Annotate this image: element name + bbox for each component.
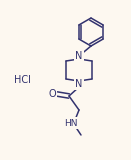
Text: HN: HN xyxy=(64,119,78,128)
Text: N: N xyxy=(75,79,83,89)
Text: O: O xyxy=(48,89,56,99)
Text: HCl: HCl xyxy=(15,75,31,85)
Text: N: N xyxy=(75,51,83,61)
